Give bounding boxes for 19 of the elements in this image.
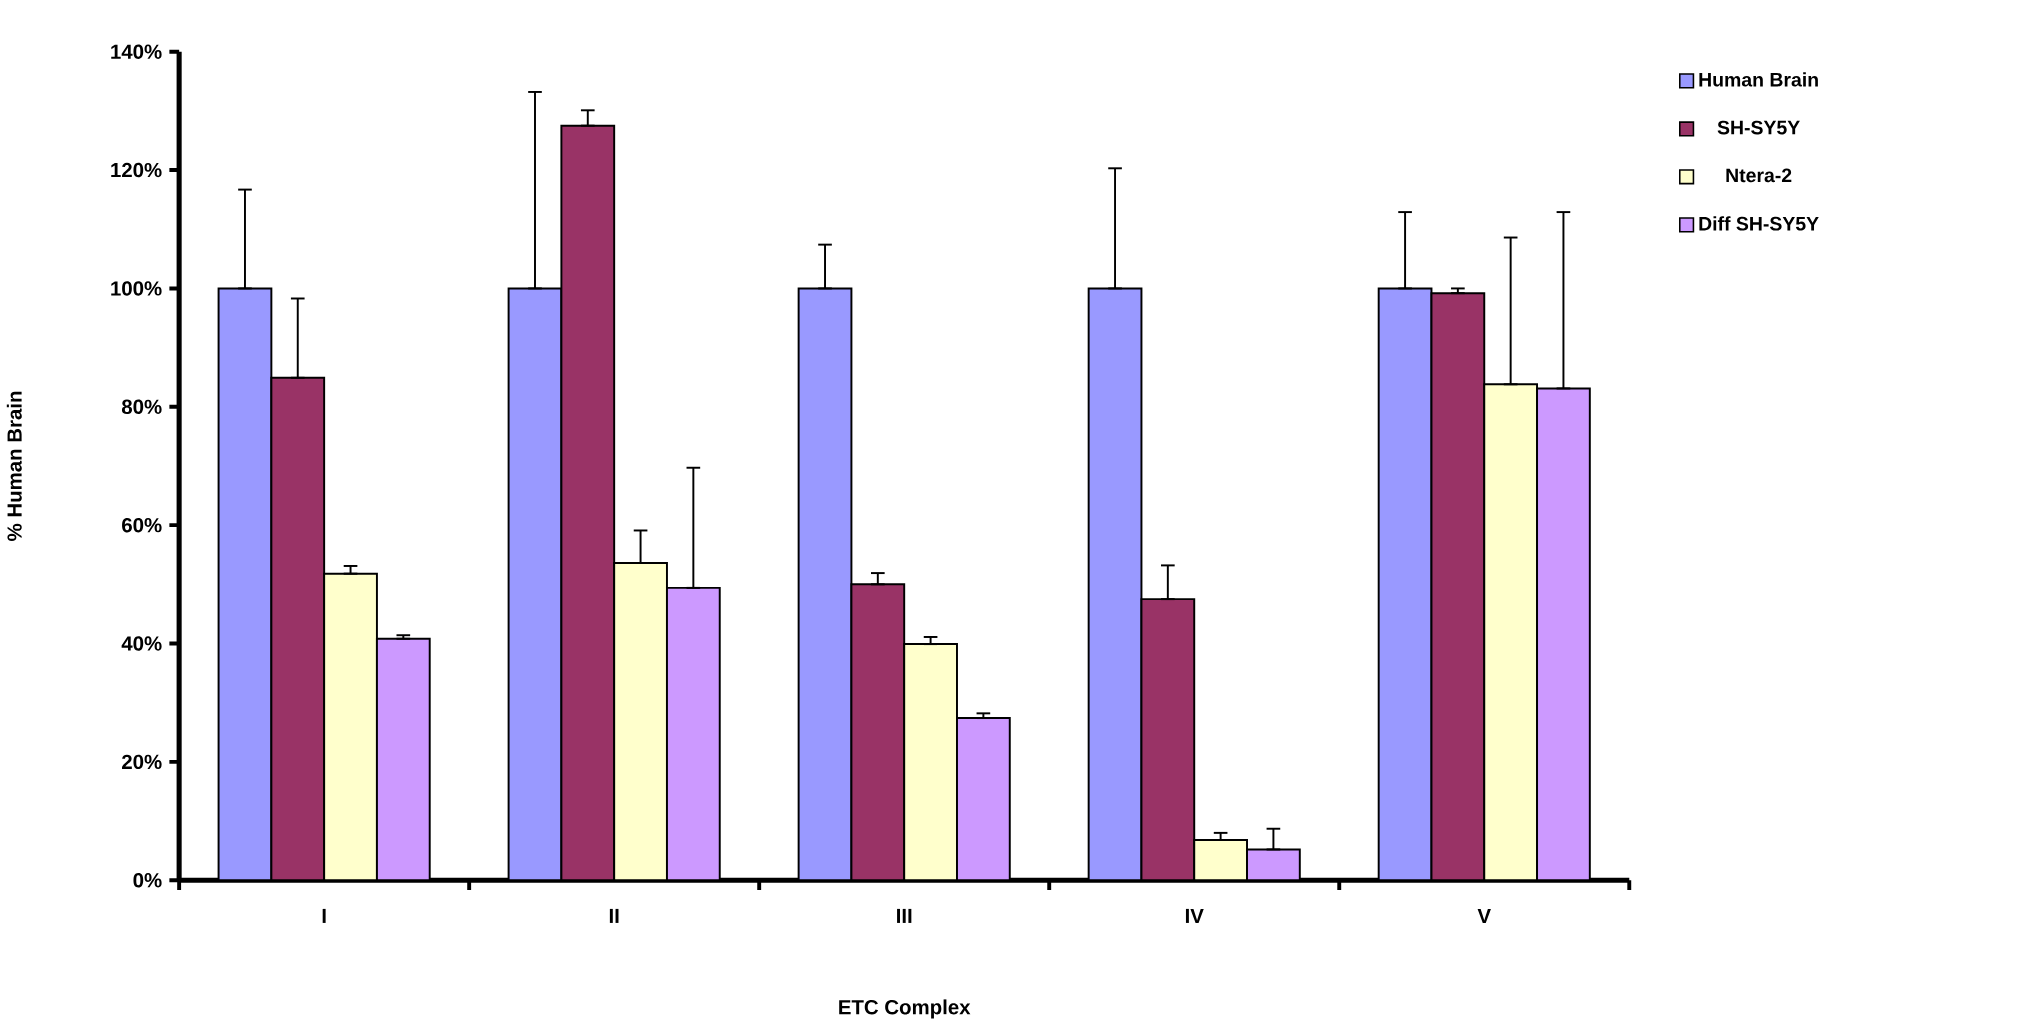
y-tick-label: 120% bbox=[111, 162, 162, 178]
y-tick-label: 60% bbox=[122, 517, 162, 533]
y-tick-label: 40% bbox=[121, 636, 162, 651]
legend-label: Diff SH-SY5Y bbox=[1699, 216, 1819, 231]
legend-label: Ntera-2 bbox=[1726, 168, 1792, 183]
legend-label: Human Brain bbox=[1699, 72, 1818, 87]
x-axis-title: ETC Complex bbox=[839, 999, 971, 1019]
y-tick-label: 140% bbox=[111, 44, 162, 59]
x-tick-label: III bbox=[897, 908, 912, 923]
y-tick-label: 100% bbox=[111, 281, 162, 296]
x-tick-label: II bbox=[609, 908, 619, 923]
y-axis-title: % Human Brain bbox=[6, 391, 22, 541]
x-tick-label: V bbox=[1477, 908, 1491, 923]
y-tick-label: 20% bbox=[122, 754, 162, 769]
y-tick-label: 80% bbox=[121, 399, 162, 414]
legend-label: SH-SY5Y bbox=[1717, 120, 1800, 135]
x-tick-label: I bbox=[322, 908, 326, 923]
y-tick-label: 0% bbox=[133, 872, 162, 888]
x-tick-label: IV bbox=[1185, 908, 1204, 923]
